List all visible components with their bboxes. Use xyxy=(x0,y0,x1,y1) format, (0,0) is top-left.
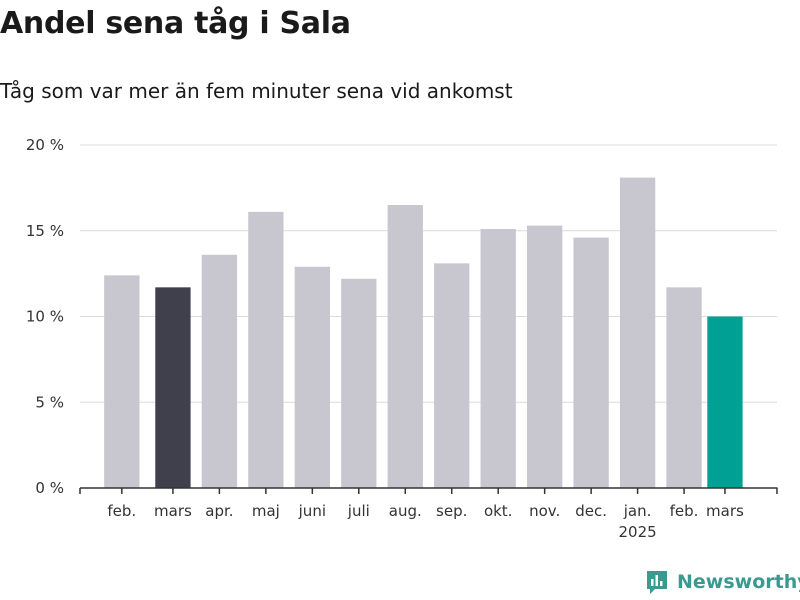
chart-title: Andel sena tåg i Sala xyxy=(0,6,351,41)
y-tick-label: 0 % xyxy=(35,479,64,497)
bar-chart-logo-icon xyxy=(647,571,667,594)
bar xyxy=(294,266,330,488)
logo-text: Newsworthy xyxy=(677,571,800,593)
x-tick-label: juli xyxy=(347,502,370,520)
x-tick-label: juni xyxy=(298,502,326,520)
y-tick-label: 20 % xyxy=(26,136,64,154)
bar xyxy=(666,287,702,488)
x-tick-label: sep. xyxy=(436,502,467,520)
bar xyxy=(434,263,470,488)
bar xyxy=(341,278,377,488)
x-tick-label: jan. xyxy=(623,502,652,520)
x-tick-label: aug. xyxy=(389,502,422,520)
x-tick-label: apr. xyxy=(205,502,233,520)
bar xyxy=(480,229,516,488)
bar-chart: 0 % 5 % 10 % 15 % 20 % feb. mars apr. maj juni jul… xyxy=(26,136,778,541)
bar xyxy=(387,205,423,488)
x-tick-label: nov. xyxy=(529,502,560,520)
bar xyxy=(707,316,743,488)
bar xyxy=(573,237,609,488)
x-tick-label: feb. xyxy=(670,502,699,520)
x-tick-label: dec. xyxy=(575,502,607,520)
x-year-label: 2025 xyxy=(619,523,657,541)
bar xyxy=(104,275,140,488)
chart-subtitle: Tåg som var mer än fem minuter sena vid … xyxy=(0,79,513,103)
y-tick-label: 15 % xyxy=(26,222,64,240)
x-tick-label: maj xyxy=(252,502,280,520)
y-tick-label: 5 % xyxy=(35,393,64,411)
newsworthy-logo: Newsworthy xyxy=(645,569,800,595)
x-tick-label: mars xyxy=(154,502,192,520)
bar xyxy=(619,177,656,488)
bar xyxy=(155,287,191,488)
x-tick-label: feb. xyxy=(107,502,136,520)
x-tick-label: okt. xyxy=(484,502,513,520)
x-tick-label: mars xyxy=(706,502,744,520)
bar xyxy=(248,211,284,488)
y-tick-label: 10 % xyxy=(26,308,64,326)
bar xyxy=(527,225,563,489)
bar xyxy=(201,254,238,488)
